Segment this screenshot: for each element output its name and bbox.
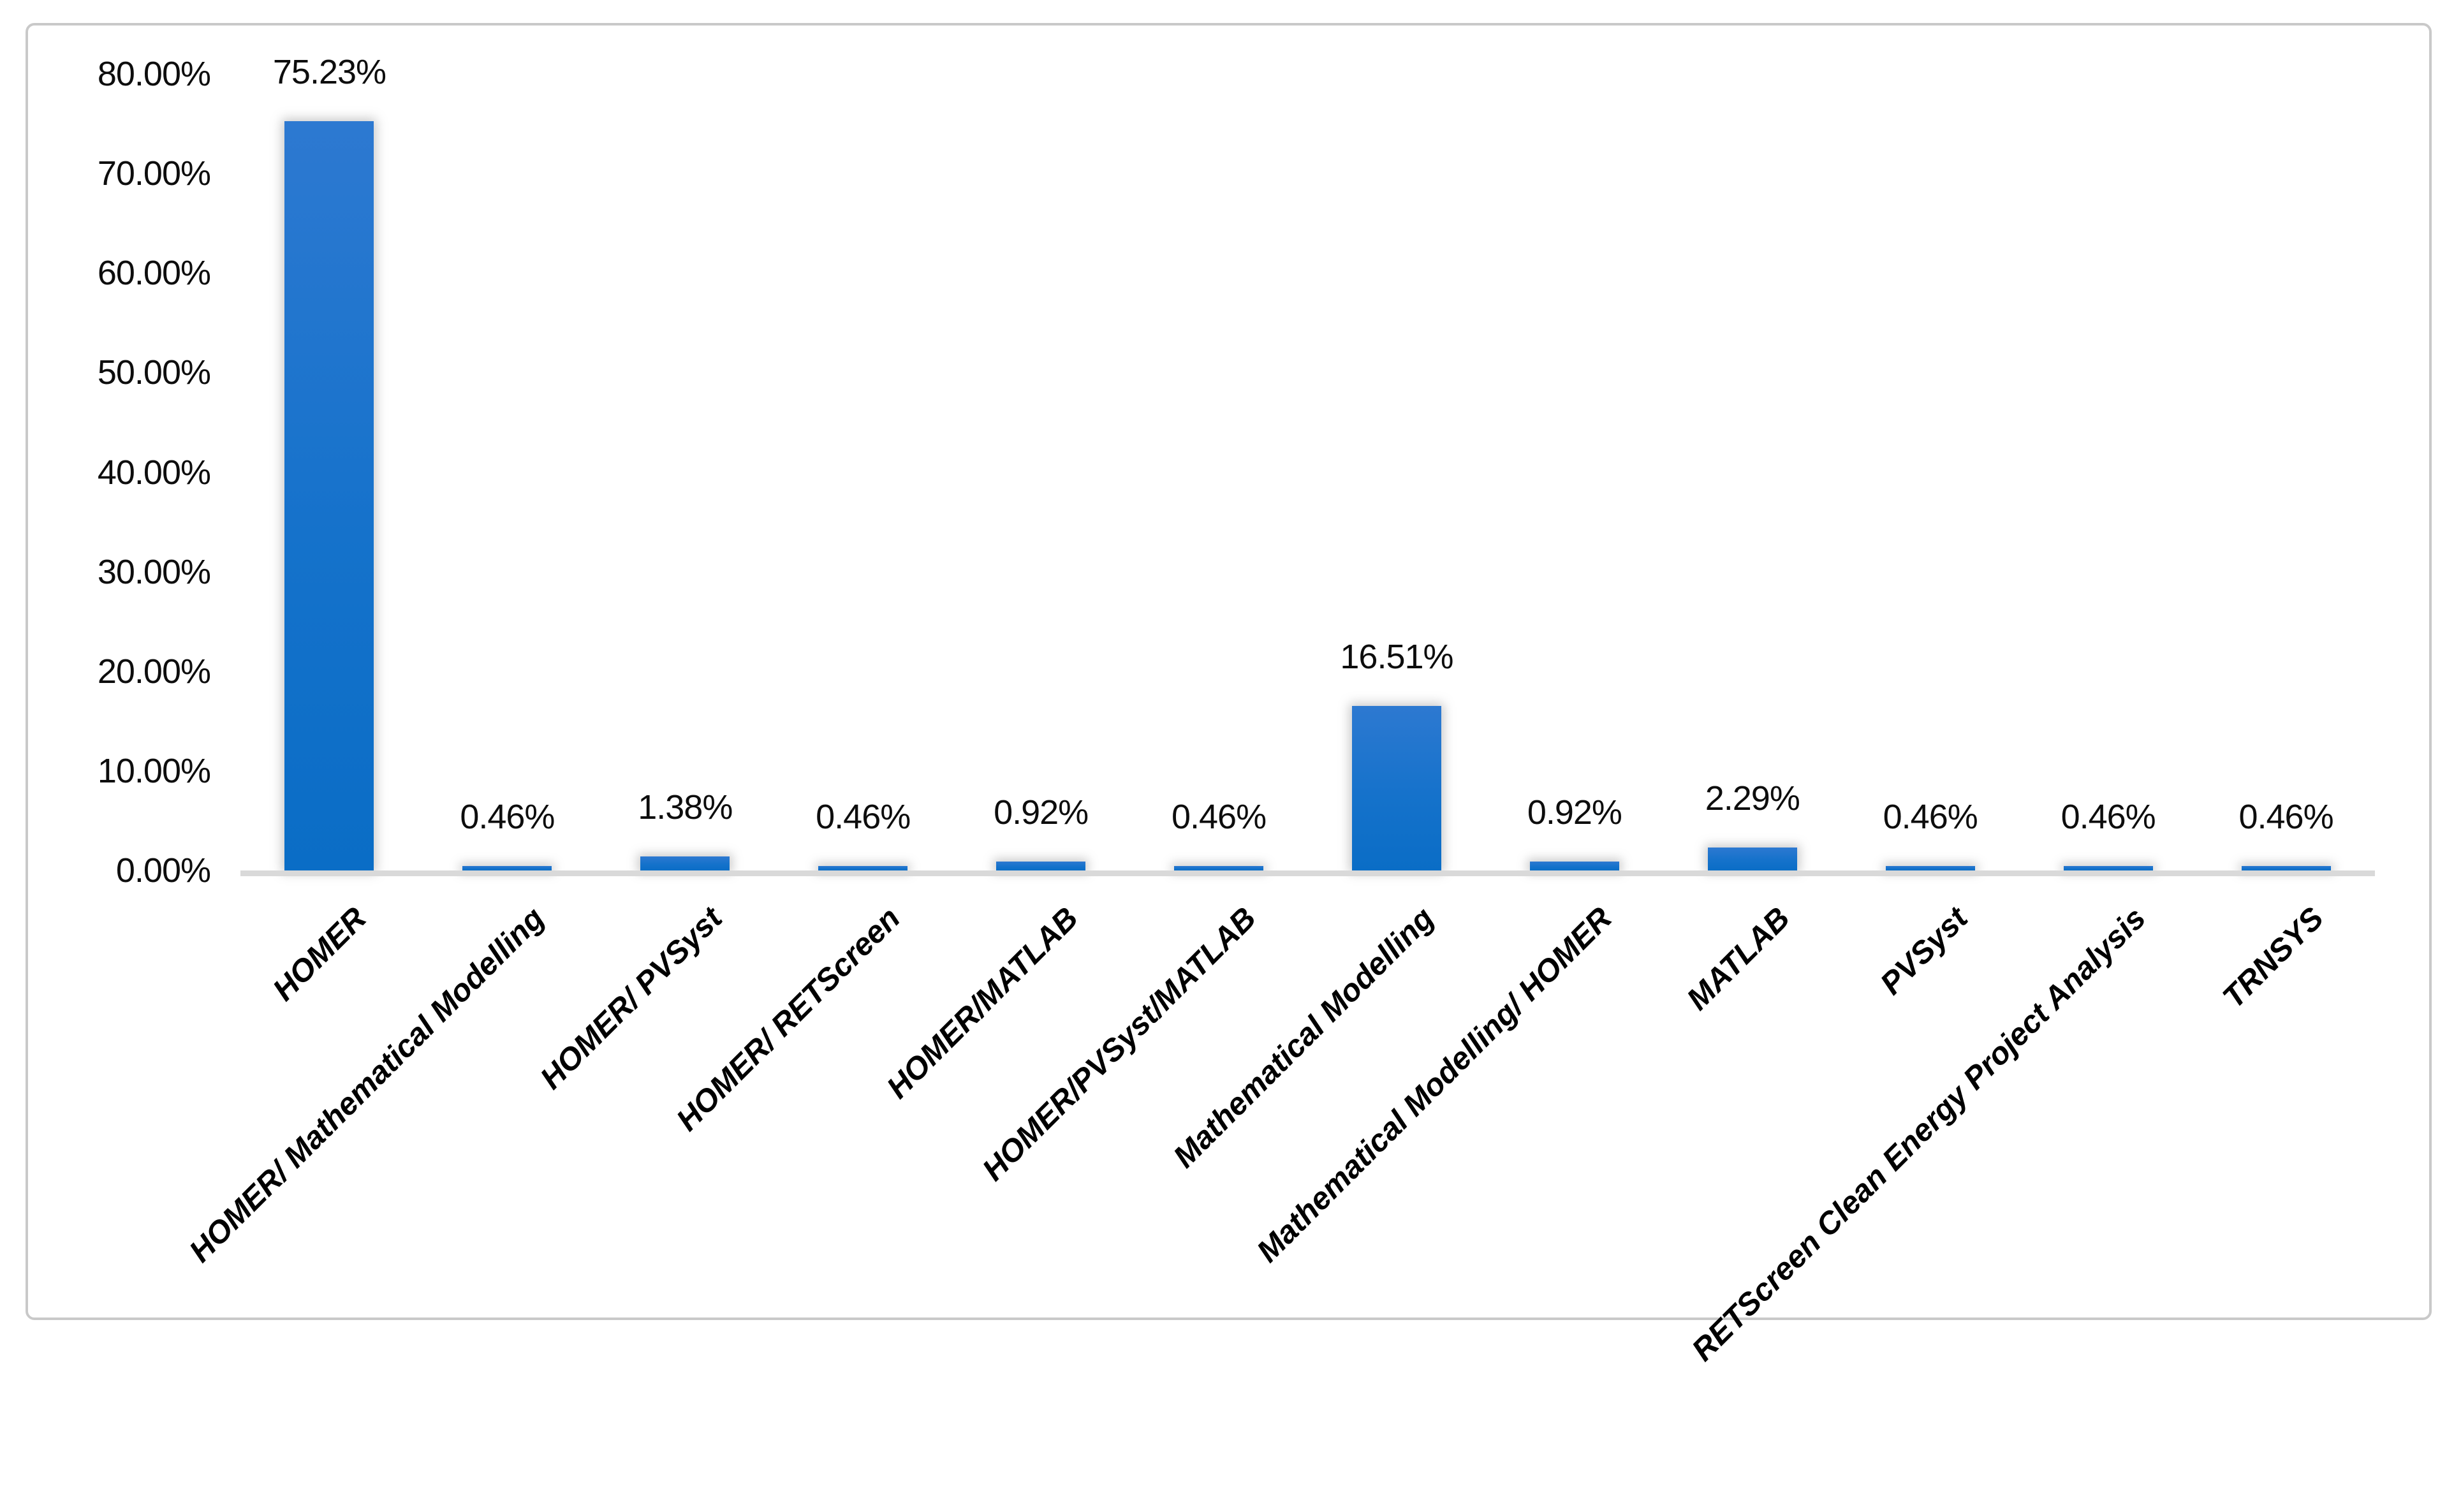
bar xyxy=(284,121,374,870)
y-tick-label: 0.00% xyxy=(115,851,211,890)
x-axis-line xyxy=(240,870,2375,876)
bar xyxy=(1885,865,1975,870)
y-tick-label: 20.00% xyxy=(97,652,211,691)
bar-value-label: 2.29% xyxy=(1705,779,1800,818)
bar-value-label: 0.46% xyxy=(2061,797,2156,836)
bar xyxy=(1707,848,1797,870)
category-label: RETScreen Clean Energy Project Analysis xyxy=(1685,900,2152,1368)
bar-value-label: 75.23% xyxy=(272,53,386,92)
bar xyxy=(2063,865,2153,870)
category-label: HOMER/PVSyst/MATLAB xyxy=(976,900,1263,1188)
bar xyxy=(462,865,552,870)
bar xyxy=(1351,706,1441,870)
bar-value-label: 1.38% xyxy=(638,788,733,827)
category-label: Mathematical Modelling xyxy=(1166,900,1441,1175)
y-tick-label: 80.00% xyxy=(97,55,211,93)
y-tick-label: 60.00% xyxy=(97,254,211,293)
y-tick-label: 10.00% xyxy=(97,751,211,790)
category-label: HOMER/ PVSyst xyxy=(534,900,730,1096)
bar-value-label: 0.46% xyxy=(460,797,555,836)
bar-value-label: 0.46% xyxy=(1171,797,1267,836)
category-label: TRNSYS xyxy=(2216,900,2330,1015)
chart-frame xyxy=(26,23,2432,1320)
y-tick-label: 30.00% xyxy=(97,552,211,591)
bar xyxy=(1529,861,1619,870)
bar-chart: 80.00% 70.00% 60.00% 50.00% 40.00% 30.00% 20.0… xyxy=(97,53,2375,1368)
bar-value-label: 16.51% xyxy=(1340,638,1453,677)
bar-value-label: 0.46% xyxy=(816,797,911,836)
category-label: HOMER/MATLAB xyxy=(880,900,1085,1106)
category-label: HOMER/ RETScreen xyxy=(670,900,908,1138)
bar xyxy=(1174,865,1264,870)
bar xyxy=(2241,865,2331,870)
bar-value-label: 0.92% xyxy=(1527,793,1622,832)
bar xyxy=(818,865,908,870)
y-tick-label: 70.00% xyxy=(97,154,211,193)
category-label: MATLAB xyxy=(1680,900,1797,1017)
y-tick-label: 50.00% xyxy=(97,353,211,392)
bar xyxy=(996,861,1086,870)
bar-value-label: 0.46% xyxy=(2238,797,2333,836)
category-label: Mathematical Modelling/ HOMER xyxy=(1250,900,1619,1269)
bar xyxy=(640,856,730,870)
bar-value-label: 0.46% xyxy=(1883,797,1978,836)
category-label: PVSyst xyxy=(1873,900,1974,1002)
bar-value-label: 0.92% xyxy=(994,793,1089,832)
y-tick-label: 40.00% xyxy=(97,453,211,492)
